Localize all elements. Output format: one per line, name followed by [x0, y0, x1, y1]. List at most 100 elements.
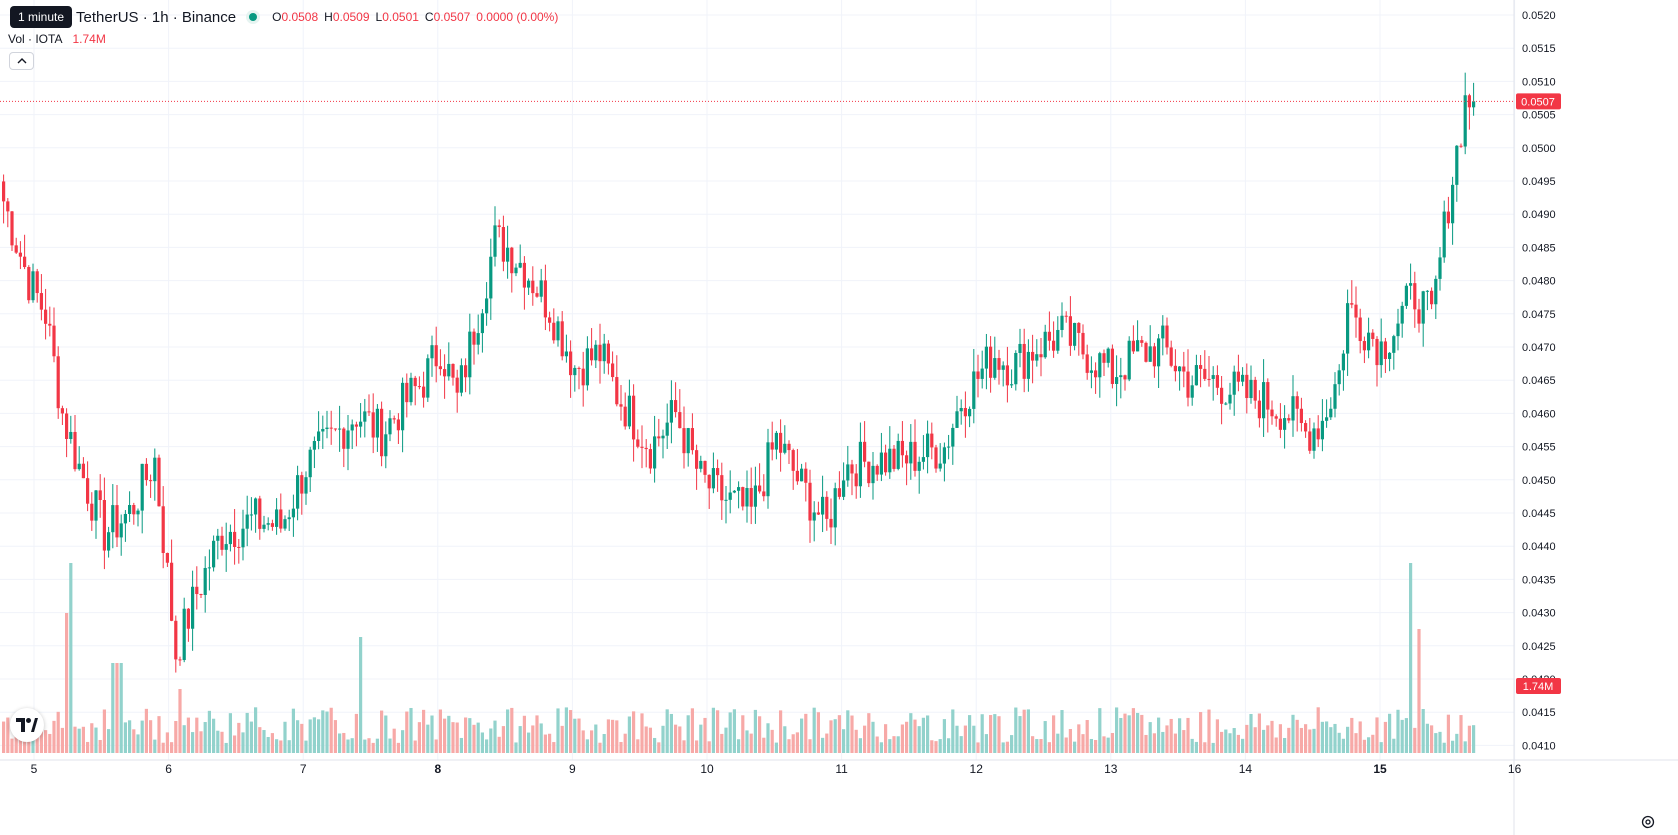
candle-body	[514, 267, 518, 274]
candle-body	[1409, 283, 1413, 286]
volume-bar	[81, 726, 85, 753]
time-axis[interactable]: 5 6 7 8 9 10 11 12 13 14 15 16	[0, 759, 1678, 776]
candle-body	[56, 356, 60, 409]
y-tick-label: 0.0520	[1522, 10, 1556, 22]
candle-body	[216, 535, 220, 541]
candle-body	[959, 407, 963, 412]
volume-bar	[1157, 717, 1161, 753]
volume-bar	[325, 711, 329, 753]
candle-body	[1211, 375, 1215, 379]
x-tick-label: 15	[1373, 762, 1387, 776]
volume-bar	[665, 709, 669, 753]
volume-bar	[1375, 717, 1379, 753]
candle-body	[1236, 371, 1240, 382]
candle-body	[850, 464, 854, 474]
candle-body	[577, 367, 581, 369]
candle-body	[1232, 371, 1236, 395]
gear-icon[interactable]	[1639, 813, 1657, 831]
volume-bar	[905, 721, 909, 753]
volume-bar	[716, 710, 720, 753]
candle-body	[212, 540, 216, 568]
x-tick-label: 8	[434, 762, 441, 776]
volume-bar	[594, 724, 598, 753]
candle-body	[426, 358, 430, 398]
volume-bar	[1316, 707, 1320, 753]
volume-bar	[510, 707, 514, 753]
collapse-legend-button[interactable]	[9, 52, 34, 70]
volume-bar	[573, 718, 577, 753]
volume-bar	[884, 724, 888, 753]
volume-bar	[1014, 707, 1018, 753]
volume-bar	[359, 637, 363, 753]
volume-bar	[207, 710, 211, 753]
volume-bar	[1341, 738, 1345, 753]
candle-body	[846, 464, 850, 481]
volume-bar	[69, 563, 73, 753]
candle-body	[317, 431, 321, 442]
candle-body	[804, 468, 808, 483]
volume-title[interactable]: Vol · IOTA	[8, 32, 63, 46]
volume-bar	[812, 707, 816, 753]
volume-bar	[493, 720, 497, 753]
candle-body	[602, 343, 606, 362]
candle-body	[338, 428, 342, 430]
market-status-icon[interactable]	[246, 10, 261, 24]
volume-bar	[1199, 712, 1203, 753]
candle-body	[186, 608, 190, 629]
volume-bar	[388, 738, 392, 753]
volume-bar	[1329, 727, 1333, 753]
candle-body	[1358, 317, 1362, 342]
volume-bar	[1089, 738, 1093, 753]
volume-bar	[863, 725, 867, 753]
volume-bar	[766, 723, 770, 753]
candle-body	[86, 478, 90, 504]
candle-body	[842, 480, 846, 497]
candle-body	[98, 490, 102, 501]
volume-bar	[1094, 740, 1098, 753]
volume-bar	[149, 720, 153, 753]
candle-body	[35, 271, 39, 294]
candle-body	[938, 463, 942, 469]
candle-body	[1131, 340, 1135, 352]
candle-body	[413, 377, 417, 387]
candle-body	[884, 452, 888, 473]
volume-bar	[800, 718, 804, 753]
tradingview-logo-icon[interactable]	[10, 708, 44, 742]
volume-bar	[1173, 733, 1177, 753]
candle-body	[1278, 418, 1282, 430]
candle-body	[375, 408, 379, 438]
volume-bar	[438, 709, 442, 753]
volume-bar	[850, 715, 854, 753]
candle-body	[60, 408, 64, 414]
volume-bar	[972, 725, 976, 753]
volume-bar	[1320, 721, 1324, 753]
price-axis[interactable]: 0.0520 0.0515 0.0510 0.0505 0.0500 0.0495 0.04…	[1513, 0, 1561, 835]
candle-body	[1094, 370, 1098, 378]
candle-body	[312, 441, 316, 450]
volume-bar	[233, 735, 237, 753]
symbol-title[interactable]: TetherUS · 1h · Binance	[76, 8, 237, 26]
candle-body	[380, 408, 384, 457]
volume-bar	[1148, 722, 1152, 753]
volume-bar	[6, 717, 10, 753]
volume-bar	[514, 742, 518, 753]
candle-body	[1115, 377, 1119, 384]
candle-body	[871, 465, 875, 484]
candle-body	[989, 346, 993, 378]
volume-bar	[968, 715, 972, 753]
volume-bar	[527, 732, 531, 753]
candle-body	[1295, 396, 1299, 409]
volume-bar	[1207, 709, 1211, 753]
volume-bar	[682, 740, 686, 753]
candle-body	[10, 211, 14, 246]
candle-body	[111, 505, 115, 533]
candle-body	[1425, 290, 1429, 292]
volume-bar	[951, 709, 955, 753]
volume-bar	[1182, 730, 1186, 753]
volume-bar	[1421, 709, 1425, 753]
volume-bar	[795, 732, 799, 753]
candle-body	[627, 395, 631, 427]
candle-body	[556, 321, 560, 341]
candle-body	[980, 368, 984, 379]
